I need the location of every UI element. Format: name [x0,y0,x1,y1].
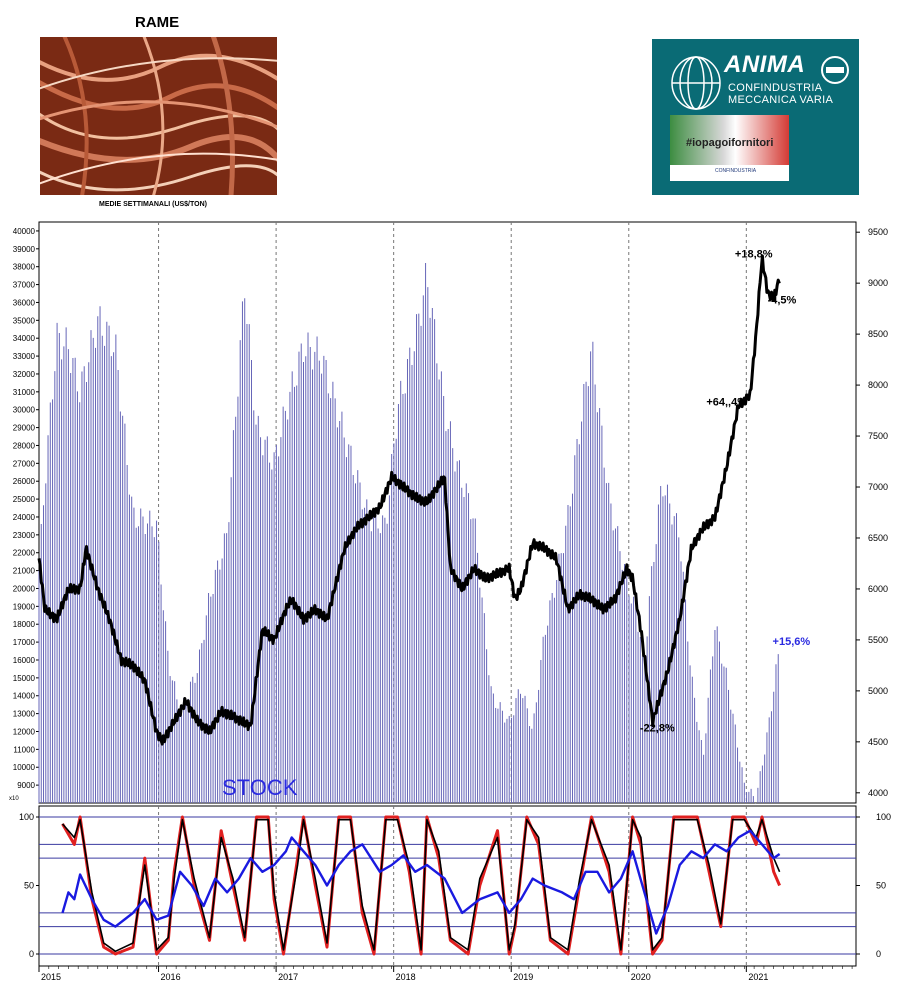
osc-left-label: 50 [24,881,34,891]
chart-subtitle: MEDIE SETTIMANALI (US$/TON) [99,201,207,208]
x-tick-label: 2020 [631,972,651,982]
x-tick-label: 2018 [396,972,416,982]
right-axis-label: 5500 [868,635,888,645]
anima-line2: MECCANICA VARIA [728,94,834,106]
left-axis-label: 17000 [13,638,36,647]
percent-annotation: -4,5% [768,295,797,307]
left-axis-label: 18000 [13,620,36,629]
x-tick-label: 2016 [161,972,181,982]
x-tick-label: 2015 [41,972,61,982]
right-axis-label: 5000 [868,686,888,696]
osc-right-label: 100 [876,812,891,822]
hashtag-text: #iopagoifornitori [686,137,774,149]
left-axis-label: 23000 [13,531,36,540]
hashtag-footer: CONFINDUSTRIA [670,165,789,181]
left-axis-label: 25000 [13,495,36,504]
left-axis-label: 27000 [13,459,36,468]
top-plot-frame [38,221,857,804]
percent-annotation: +18,8% [735,249,773,261]
left-axis-label: 15000 [13,674,36,683]
left-axis-label: 14000 [13,692,36,701]
hashtag-banner: #iopagoifornitori CONFINDUSTRIA [670,115,789,181]
left-axis-label: 10000 [13,763,36,772]
x-tick-label: 2019 [513,972,533,982]
osc-left-label: 100 [19,812,34,822]
left-axis-label: 22000 [13,549,36,558]
left-axis-label: 12000 [13,727,36,736]
left-axis-label: 39000 [13,245,36,254]
right-axis-label: 9000 [868,278,888,288]
left-axis-label: 28000 [13,441,36,450]
x-tick-label: 2021 [748,972,768,982]
left-axis-label: 11000 [13,745,35,754]
left-axis-label: 24000 [13,513,36,522]
percent-annotation: +64,,4% [706,396,747,408]
left-axis-label: 34000 [13,334,36,343]
left-axis-label: 33000 [13,352,36,361]
right-axis-label: 4500 [868,737,888,747]
right-axis-label: 7500 [868,431,888,441]
left-axis-label: 40000 [13,227,36,236]
right-axis-label: 9500 [868,227,888,237]
left-axis-label: 30000 [13,406,36,415]
anima-circle-icon [821,56,849,84]
left-axis-label: 31000 [13,388,36,397]
right-axis-label: 6500 [868,533,888,543]
osc-left-label: 0 [29,949,34,959]
left-axis-label: 37000 [13,281,36,290]
chart-title: RAME [135,14,180,31]
percent-annotation: -22,8% [640,723,675,735]
osc-right-label: 0 [876,949,881,959]
hashtag-footer-text: CONFINDUSTRIA [715,168,757,174]
percent-annotation: +15,6% [773,636,811,648]
oscillator-line [61,829,781,935]
left-axis-label: 20000 [13,584,36,593]
anima-brand: ANIMA [724,51,806,78]
right-axis-label: 6000 [868,584,888,594]
osc-right-label: 50 [876,881,886,891]
left-axis-label: 35000 [13,316,36,325]
x-tick-label: 2017 [278,972,298,982]
price-line [37,254,781,746]
left-axis-label: 32000 [13,370,36,379]
anima-line1: CONFINDUSTRIA [728,82,823,94]
copper-wire-image [40,37,277,195]
left-axis-label: 9000 [17,781,35,790]
anima-emblem-icon [671,56,721,110]
left-axis-label: 38000 [13,263,36,272]
right-axis-label: 8000 [868,380,888,390]
copper-wire-illustration [40,37,277,195]
left-axis-label: 36000 [13,298,36,307]
anima-logo: ANIMA CONFINDUSTRIA MECCANICA VARIA #iop… [652,39,859,195]
left-axis-label: 13000 [13,710,36,719]
right-axis-label: 8500 [868,329,888,339]
left-axis-label: 19000 [13,602,36,611]
right-axis-label: 4000 [868,788,888,798]
left-axis-label: 16000 [13,656,36,665]
right-axis-label: 7000 [868,482,888,492]
stock-label: STOCK [222,775,298,800]
left-axis-label: 29000 [13,424,36,433]
left-axis-label: 21000 [13,567,36,576]
left-axis-label: 26000 [13,477,36,486]
left-axis-unit: x10 [9,796,19,802]
